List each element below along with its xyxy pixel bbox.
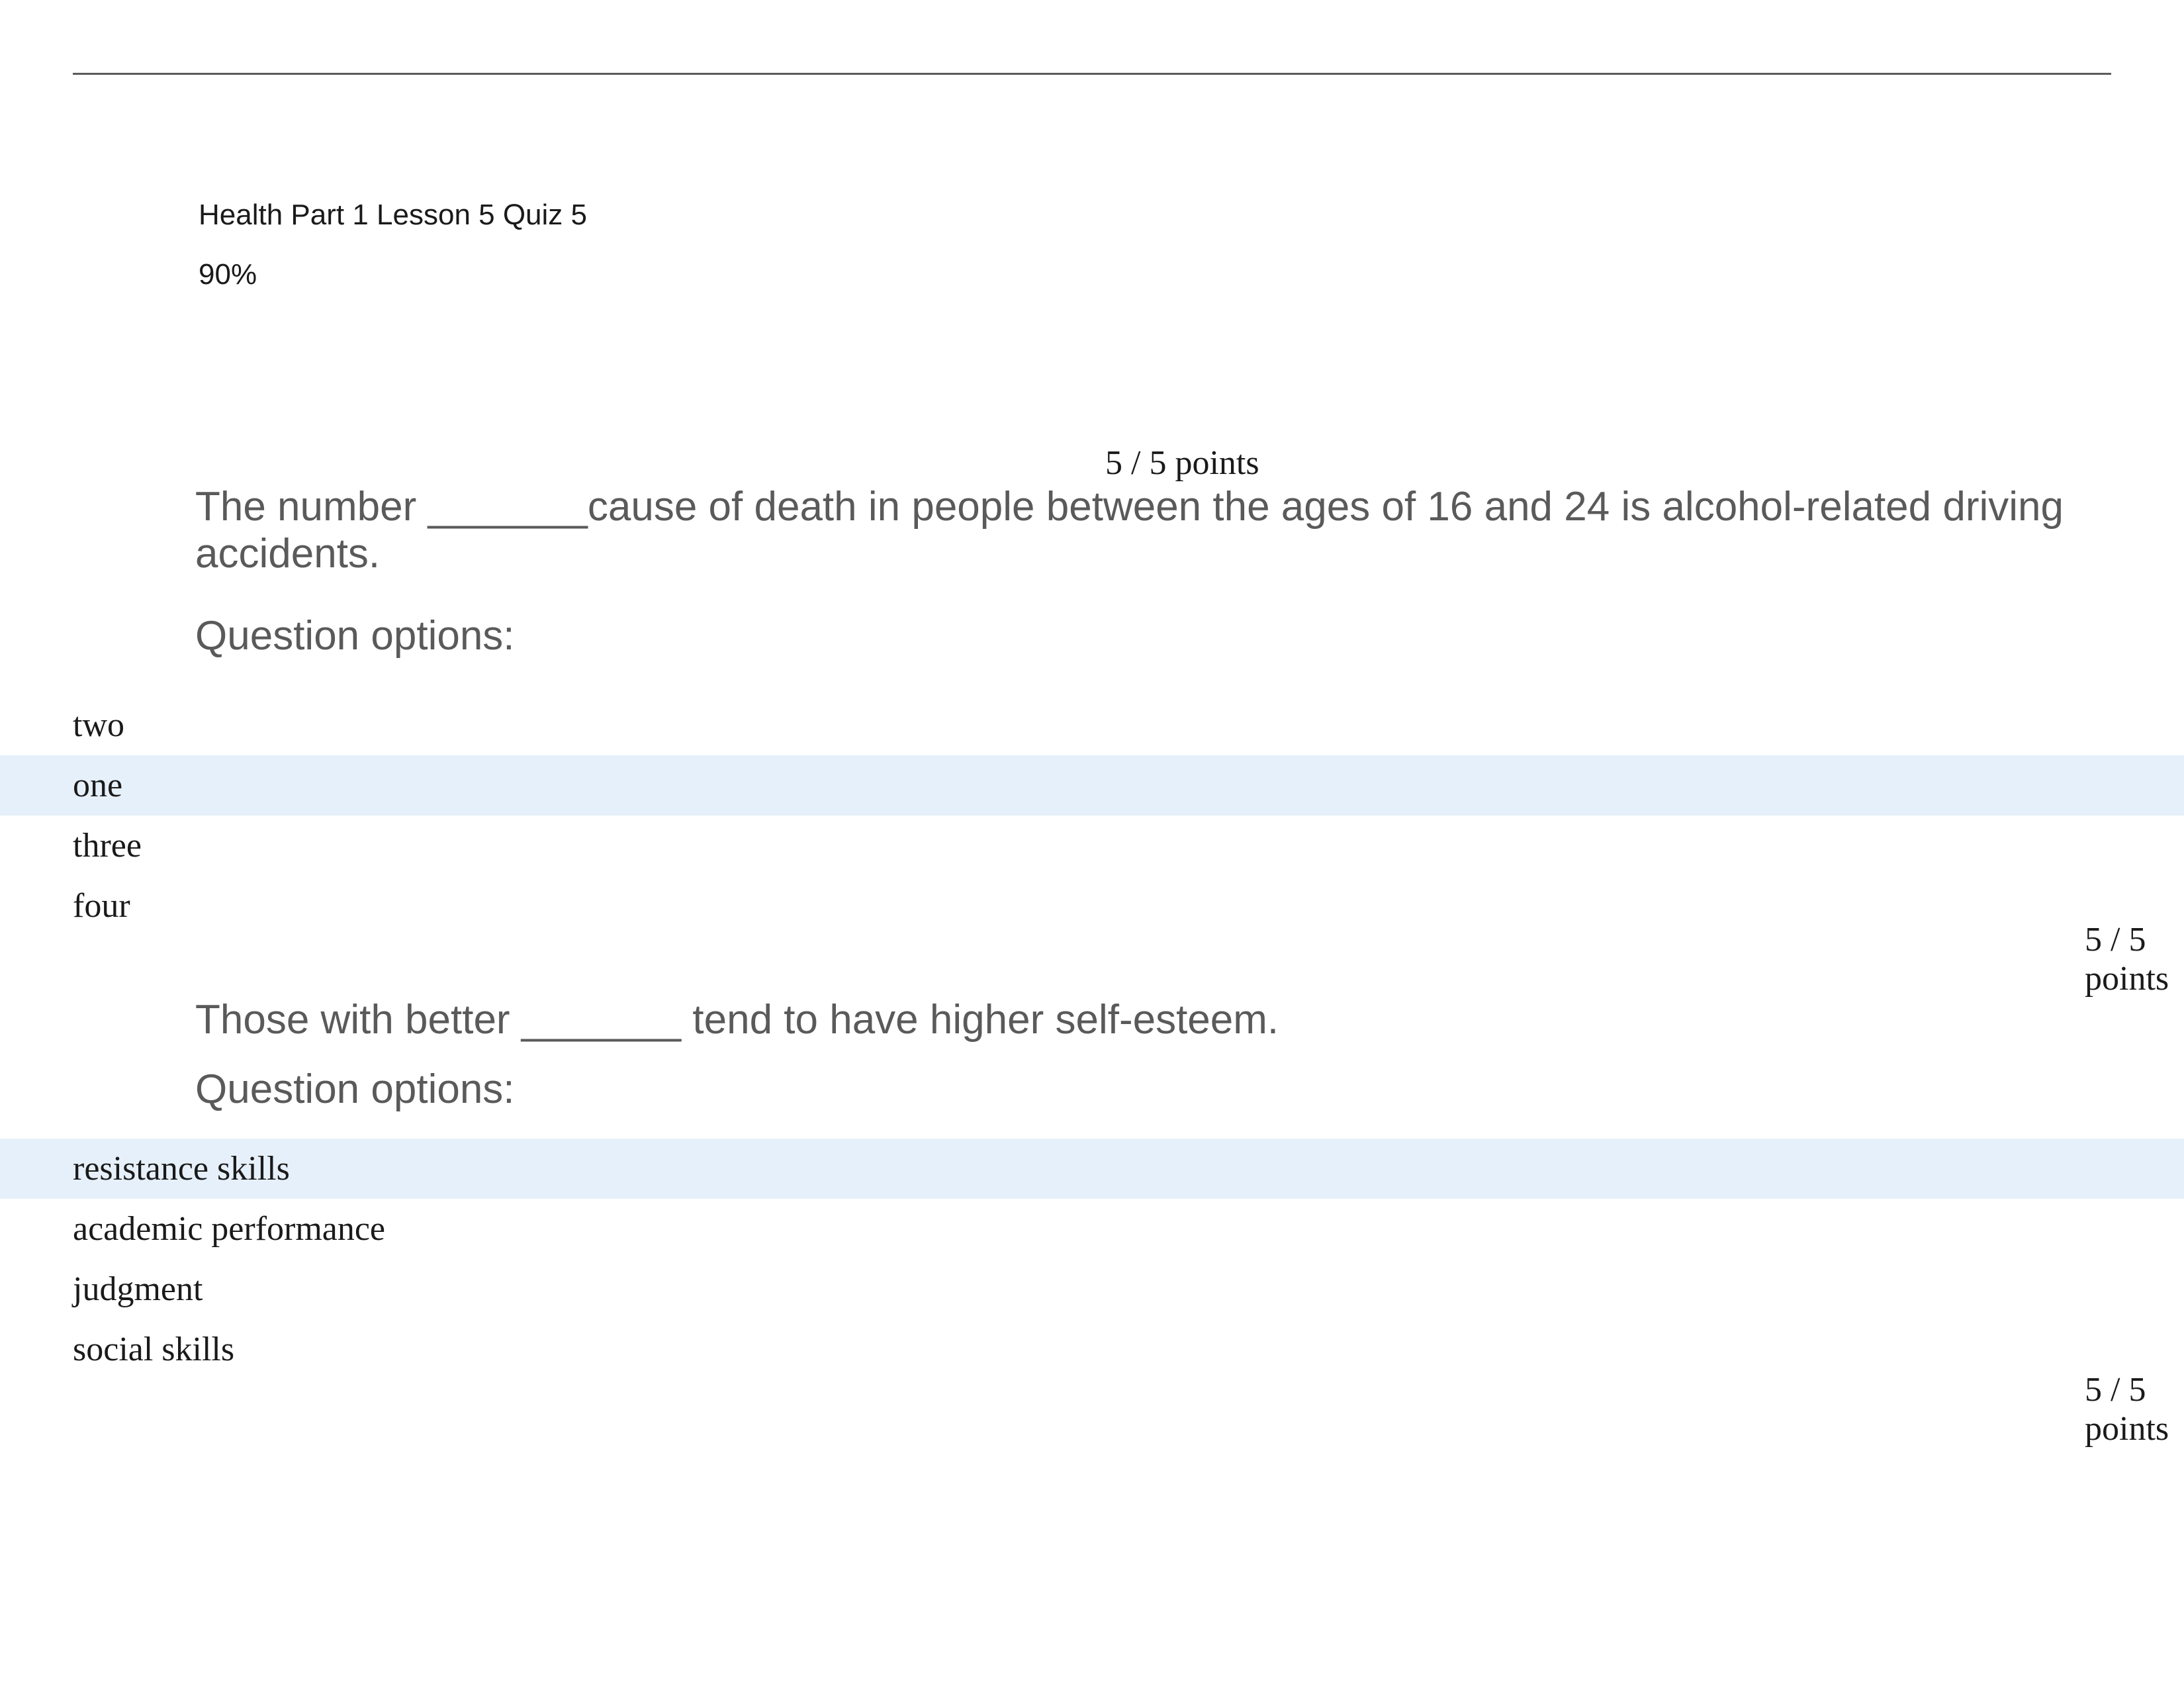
quiz-header: Health Part 1 Lesson 5 Quiz 5 90% <box>199 199 587 291</box>
options-list: resistance skills academic performance j… <box>0 1139 2184 1380</box>
option-row[interactable]: three <box>0 816 2184 876</box>
question-options-label: Question options: <box>195 612 515 659</box>
option-row[interactable]: four <box>0 876 2184 936</box>
question-text: The number _______cause of death in peop… <box>195 483 2098 578</box>
option-row[interactable]: judgment <box>0 1259 2184 1319</box>
option-row[interactable]: social skills <box>0 1319 2184 1380</box>
option-row[interactable]: two <box>0 695 2184 755</box>
question-options-label: Question options: <box>195 1066 515 1113</box>
option-row[interactable]: resistance skills <box>0 1139 2184 1199</box>
points-label: 5 / 5 points <box>1105 444 1259 483</box>
options-list: two one three four <box>0 695 2184 936</box>
question-text: Those with better _______ tend to have h… <box>195 996 2098 1043</box>
option-row[interactable]: one <box>0 755 2184 816</box>
horizontal-rule <box>73 73 2111 75</box>
points-label: 5 / 5 points <box>2085 1370 2184 1448</box>
quiz-title: Health Part 1 Lesson 5 Quiz 5 <box>199 199 587 232</box>
quiz-score: 90% <box>199 258 587 291</box>
option-row[interactable]: academic performance <box>0 1199 2184 1259</box>
points-label: 5 / 5 points <box>2085 920 2184 998</box>
